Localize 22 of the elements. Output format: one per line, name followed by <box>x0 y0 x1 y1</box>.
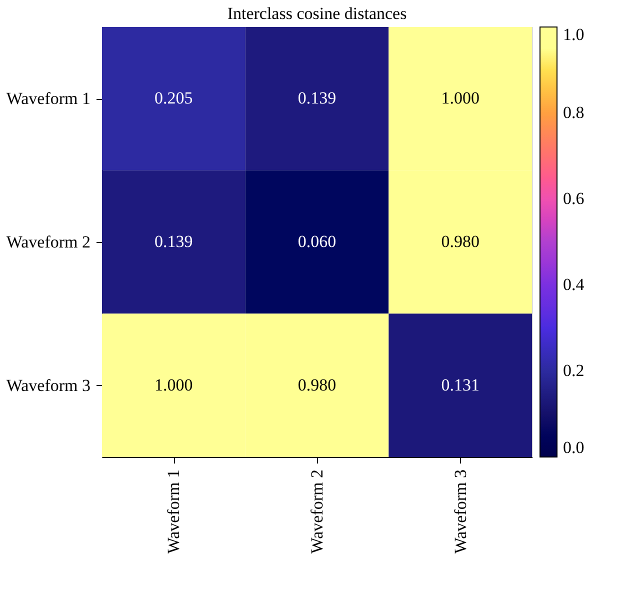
color-bar-label: 0.4 <box>563 275 585 294</box>
y-tick-label: Waveform 1 <box>6 89 90 108</box>
data-label: 0.131 <box>441 375 480 394</box>
color-bar-label: 0.0 <box>563 438 584 457</box>
data-label: 0.060 <box>298 232 336 251</box>
color-bar-label: 1.0 <box>563 25 584 44</box>
x-tick-label: Waveform 3 <box>450 470 470 554</box>
data-label: 1.000 <box>441 88 480 108</box>
x-tick-label: Waveform 2 <box>308 470 326 554</box>
x-tick-label: Waveform 1 <box>164 470 184 554</box>
color-bar-label: 0.8 <box>563 103 584 122</box>
data-label: 0.139 <box>298 88 336 108</box>
data-label: 1.000 <box>154 375 193 394</box>
chart-title: Interclass cosine distances <box>227 4 407 23</box>
y-tick-label: Waveform 3 <box>6 376 90 395</box>
data-label: 0.980 <box>441 232 480 251</box>
data-label: 0.205 <box>154 88 193 108</box>
color-bar-label: 0.6 <box>563 189 584 208</box>
data-label: 0.139 <box>154 232 193 251</box>
color-bar-label: 0.2 <box>563 361 584 380</box>
y-tick-label: Waveform 2 <box>6 232 90 252</box>
data-label: 0.980 <box>298 375 336 394</box>
